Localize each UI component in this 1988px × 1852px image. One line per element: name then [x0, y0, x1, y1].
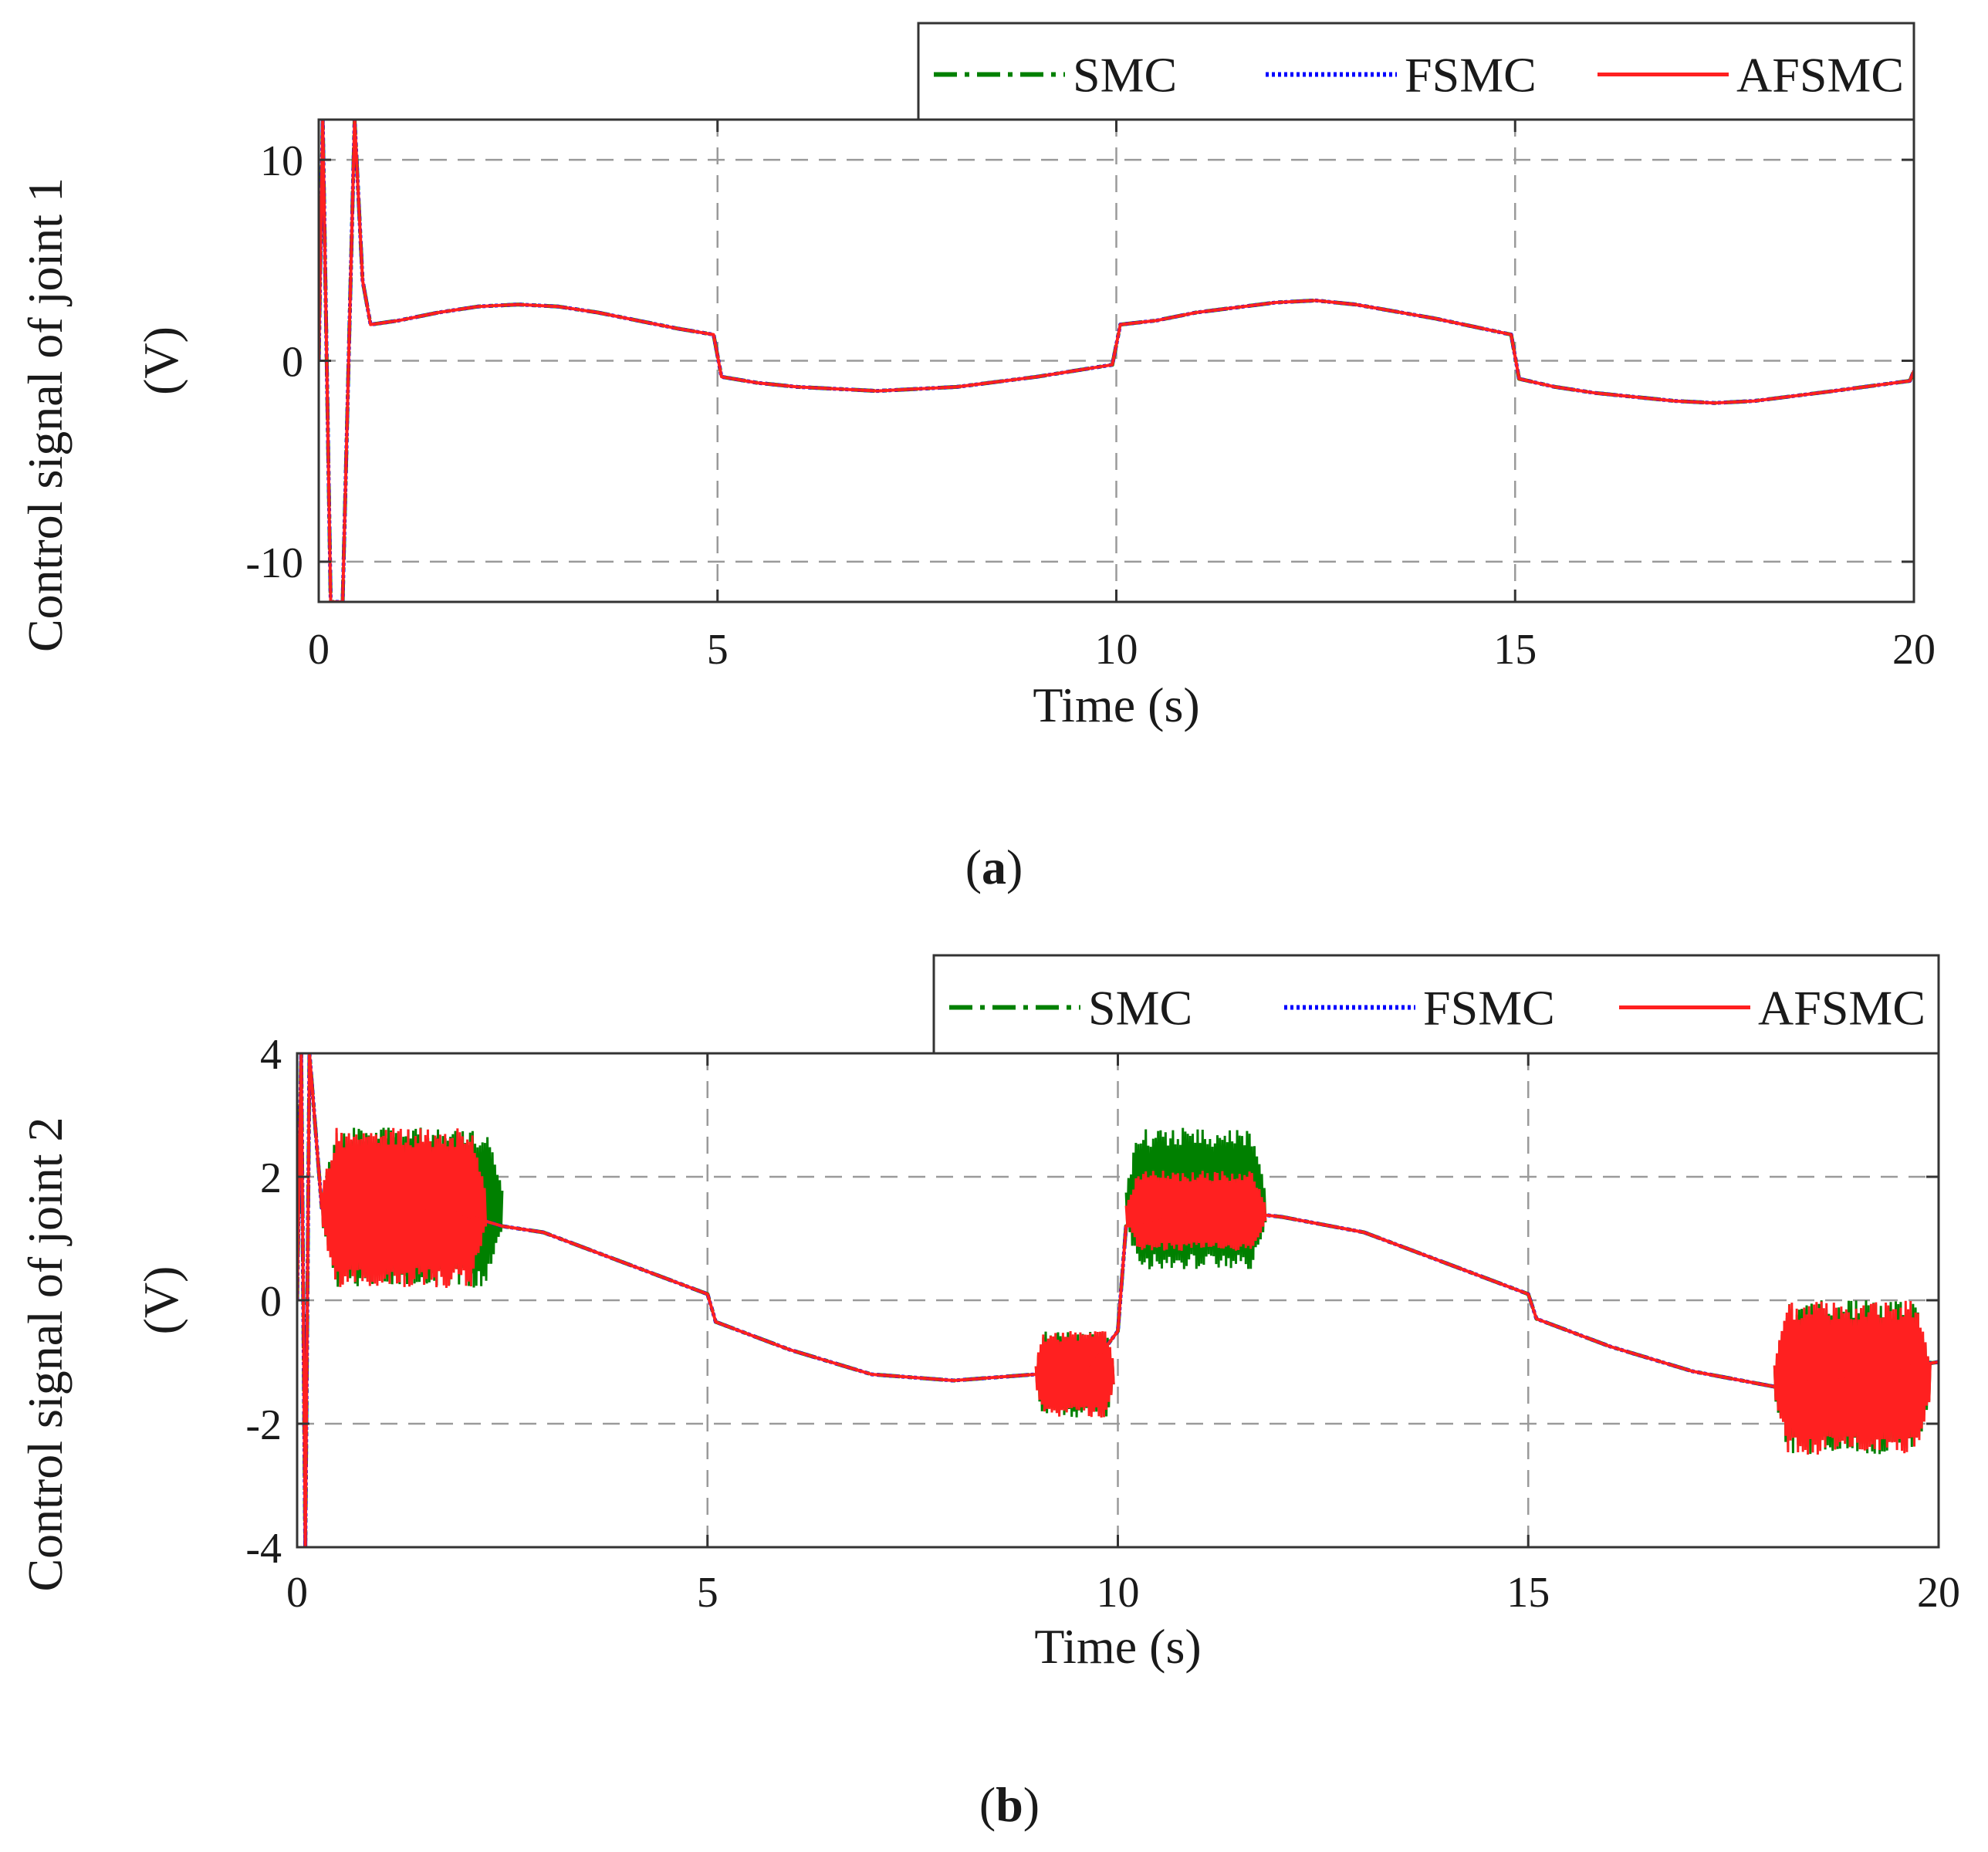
legend: SMC FSMC AFSMC: [917, 22, 1915, 121]
caption-b: (b): [979, 1777, 1040, 1832]
legend-label-smc: SMC: [1073, 48, 1177, 103]
x-axis-label: Time (s): [1034, 1619, 1201, 1674]
y-axis-label: Control signal of joint 2: [18, 1117, 73, 1591]
y-tick-label: 0: [282, 339, 303, 387]
legend-label-fsmc: FSMC: [1423, 981, 1555, 1036]
oscillation-band-afsmc: [1773, 1300, 1932, 1455]
series-line-afsmc: [319, 120, 1914, 602]
x-tick-label: 15: [1506, 1569, 1550, 1617]
x-tick-label: 5: [697, 1569, 718, 1617]
legend-box: [932, 954, 1940, 1055]
legend-label-afsmc: AFSMC: [1736, 48, 1904, 103]
x-tick-label: 10: [1097, 1569, 1140, 1617]
plot-series: [319, 120, 1914, 602]
caption-b-open: (: [979, 1777, 996, 1832]
caption-a-letter: a: [982, 840, 1006, 894]
legend: SMC FSMC AFSMC: [932, 954, 1940, 1055]
x-tick-label: 15: [1493, 626, 1537, 674]
oscillation-band-afsmc: [320, 1127, 488, 1289]
plot-series: [297, 1053, 1939, 1547]
legend-box: [917, 22, 1915, 121]
y-tick-label: -10: [245, 539, 303, 587]
caption-a: (a): [965, 840, 1023, 894]
y-axis-unit-label: (V): [134, 326, 188, 395]
y-tick-label: 0: [260, 1278, 282, 1326]
legend-label-fsmc: FSMC: [1405, 48, 1537, 103]
caption-b-close: ): [1023, 1777, 1040, 1832]
y-tick-label: -4: [245, 1525, 282, 1573]
legend-label-smc: SMC: [1088, 981, 1192, 1036]
oscillation-band-afsmc: [1124, 1171, 1267, 1251]
x-tick-label: 0: [286, 1569, 308, 1617]
caption-a-open: (: [965, 840, 982, 894]
x-tick-label: 5: [707, 626, 729, 674]
x-axis-label: Time (s): [1033, 678, 1199, 732]
x-tick-label: 0: [308, 626, 330, 674]
x-tick-label: 20: [1917, 1569, 1960, 1617]
x-tick-label: 20: [1892, 626, 1936, 674]
caption-a-close: ): [1006, 840, 1023, 894]
y-tick-label: -2: [245, 1401, 282, 1449]
y-axis-label: Control signal of joint 1: [18, 177, 73, 652]
y-axis-unit-label: (V): [134, 1266, 188, 1335]
y-tick-label: 10: [260, 137, 303, 185]
x-tick-label: 10: [1095, 626, 1138, 674]
series-line-afsmc: [297, 1053, 1939, 1547]
caption-b-letter: b: [996, 1777, 1023, 1832]
y-tick-label: 2: [260, 1154, 282, 1202]
y-tick-label: 4: [260, 1031, 282, 1079]
legend-label-afsmc: AFSMC: [1758, 981, 1925, 1036]
